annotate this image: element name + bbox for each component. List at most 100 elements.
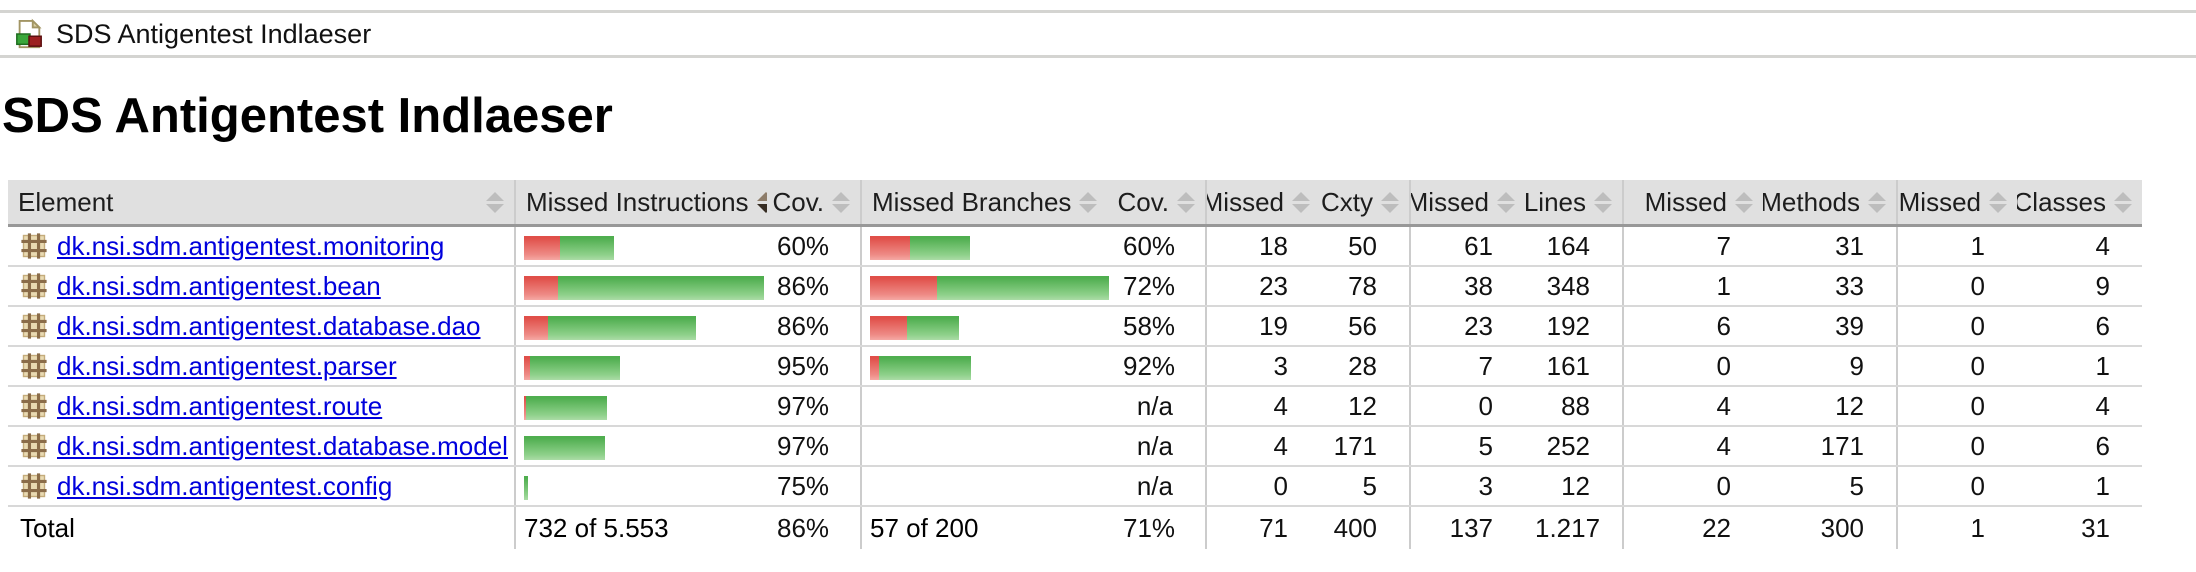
header-missed-branches[interactable]: Missed Branches <box>860 180 1113 227</box>
missed-classes-cell: 0 <box>1896 466 2017 507</box>
cxty-cell: 28 <box>1320 346 1410 387</box>
package-link[interactable]: dk.nsi.sdm.antigentest.parser <box>57 351 397 381</box>
sort-icon <box>832 191 850 213</box>
package-icon <box>20 312 48 340</box>
package-link[interactable]: dk.nsi.sdm.antigentest.database.dao <box>57 311 481 341</box>
instructions-coverage-cell: 75% <box>767 466 861 507</box>
total-label-cell: Total <box>20 513 75 543</box>
missed-lines-cell: 61 <box>1409 225 1525 267</box>
covered-branches-bar <box>937 276 1109 301</box>
branches-bar-cell <box>860 266 1113 307</box>
header-missed-classes[interactable]: Missed <box>1896 180 2017 227</box>
table-row: dk.nsi.sdm.antigentest.config 75% n/a 0 … <box>8 466 2142 507</box>
covered-instructions-bar <box>530 356 620 381</box>
breadcrumb-title: SDS Antigentest Indlaeser <box>56 18 372 49</box>
header-branches-coverage[interactable]: Cov. <box>1113 180 1206 227</box>
covered-branches-bar <box>879 356 971 381</box>
branches-bar-cell <box>860 426 1113 467</box>
total-branches-cell: 57 of 200 <box>860 506 1113 549</box>
total-methods-cell: 300 <box>1820 513 1864 543</box>
package-icon <box>20 232 48 260</box>
missed-lines-cell: 0 <box>1409 386 1525 427</box>
instructions-bar-cell <box>514 266 767 307</box>
missed-methods-cell: 4 <box>1622 426 1763 467</box>
missed-methods-cell: 4 <box>1622 386 1763 427</box>
element-cell: dk.nsi.sdm.antigentest.config <box>8 466 515 507</box>
sort-icon <box>756 191 767 213</box>
missed-instructions-bar <box>524 396 526 421</box>
branches-bar-cell <box>860 346 1113 387</box>
package-link[interactable]: dk.nsi.sdm.antigentest.config <box>57 471 393 501</box>
header-methods[interactable]: Methods <box>1763 180 1897 227</box>
element-cell: dk.nsi.sdm.antigentest.monitoring <box>8 225 515 267</box>
package-link[interactable]: dk.nsi.sdm.antigentest.database.model <box>57 431 508 461</box>
header-missed-cxty[interactable]: Missed <box>1205 180 1320 227</box>
table-header-row: Element Missed Instructions Cov. Missed … <box>8 180 2142 227</box>
sort-icon <box>486 191 504 213</box>
covered-instructions-bar <box>524 436 605 461</box>
cxty-cell: 12 <box>1320 386 1410 427</box>
missed-lines-cell: 38 <box>1409 266 1525 307</box>
covered-branches-bar <box>910 236 970 261</box>
methods-cell: 12 <box>1763 386 1897 427</box>
header-element[interactable]: Element <box>8 180 515 227</box>
missed-lines-cell: 3 <box>1409 466 1525 507</box>
header-missed-instructions[interactable]: Missed Instructions <box>514 180 767 227</box>
missed-classes-cell: 1 <box>1896 225 2017 267</box>
branches-coverage-cell: 92% <box>1113 346 1206 387</box>
missed-classes-cell: 0 <box>1896 266 2017 307</box>
package-icon <box>20 352 48 380</box>
package-link[interactable]: dk.nsi.sdm.antigentest.route <box>57 391 383 421</box>
sort-icon <box>1292 191 1310 213</box>
instructions-coverage-cell: 86% <box>767 306 861 347</box>
sort-icon <box>1381 191 1399 213</box>
sort-icon <box>1989 191 2007 213</box>
total-missed-methods-cell: 22 <box>1622 506 1763 549</box>
branches-coverage-cell: 58% <box>1113 306 1206 347</box>
missed-methods-cell: 7 <box>1622 225 1763 267</box>
package-link[interactable]: dk.nsi.sdm.antigentest.monitoring <box>57 231 445 261</box>
total-classes-cell: 31 <box>2081 513 2110 543</box>
missed-cxty-cell: 3 <box>1205 346 1320 387</box>
element-cell: dk.nsi.sdm.antigentest.database.dao <box>8 306 515 347</box>
branches-bar-cell <box>860 225 1113 267</box>
header-missed-methods[interactable]: Missed <box>1622 180 1763 227</box>
missed-classes-cell: 0 <box>1896 306 2017 347</box>
classes-cell: 4 <box>2017 386 2142 427</box>
element-cell: dk.nsi.sdm.antigentest.bean <box>8 266 515 307</box>
missed-cxty-cell: 23 <box>1205 266 1320 307</box>
missed-instructions-bar <box>524 316 548 341</box>
missed-cxty-cell: 0 <box>1205 466 1320 507</box>
branches-bar-cell <box>860 466 1113 507</box>
table-row: dk.nsi.sdm.antigentest.database.dao 86% … <box>8 306 2142 347</box>
branches-coverage-cell: 60% <box>1113 225 1206 267</box>
methods-cell: 9 <box>1763 346 1897 387</box>
sort-icon <box>2114 191 2132 213</box>
sort-icon <box>1177 191 1195 213</box>
header-cxty[interactable]: Cxty <box>1320 180 1410 227</box>
header-missed-lines[interactable]: Missed <box>1409 180 1525 227</box>
classes-cell: 4 <box>2017 225 2142 267</box>
header-instructions-coverage[interactable]: Cov. <box>767 180 861 227</box>
missed-instructions-bar <box>524 356 530 381</box>
package-icon <box>20 472 48 500</box>
sort-icon <box>1497 191 1515 213</box>
element-cell: dk.nsi.sdm.antigentest.route <box>8 386 515 427</box>
covered-instructions-bar <box>560 236 614 261</box>
package-link[interactable]: dk.nsi.sdm.antigentest.bean <box>57 271 381 301</box>
instructions-bar-cell <box>514 346 767 387</box>
header-classes[interactable]: Classes <box>2017 180 2142 227</box>
missed-cxty-cell: 4 <box>1205 426 1320 467</box>
missed-methods-cell: 0 <box>1622 346 1763 387</box>
covered-instructions-bar <box>526 396 607 421</box>
instructions-coverage-cell: 97% <box>767 386 861 427</box>
instructions-coverage-cell: 60% <box>767 225 861 267</box>
classes-cell: 6 <box>2017 426 2142 467</box>
table-row: dk.nsi.sdm.antigentest.parser 95% 92% 3 … <box>8 346 2142 387</box>
package-icon <box>20 432 48 460</box>
lines-cell: 348 <box>1525 266 1623 307</box>
package-icon <box>20 392 48 420</box>
covered-instructions-bar <box>558 276 764 301</box>
instructions-bar-cell <box>514 426 767 467</box>
header-lines[interactable]: Lines <box>1525 180 1623 227</box>
